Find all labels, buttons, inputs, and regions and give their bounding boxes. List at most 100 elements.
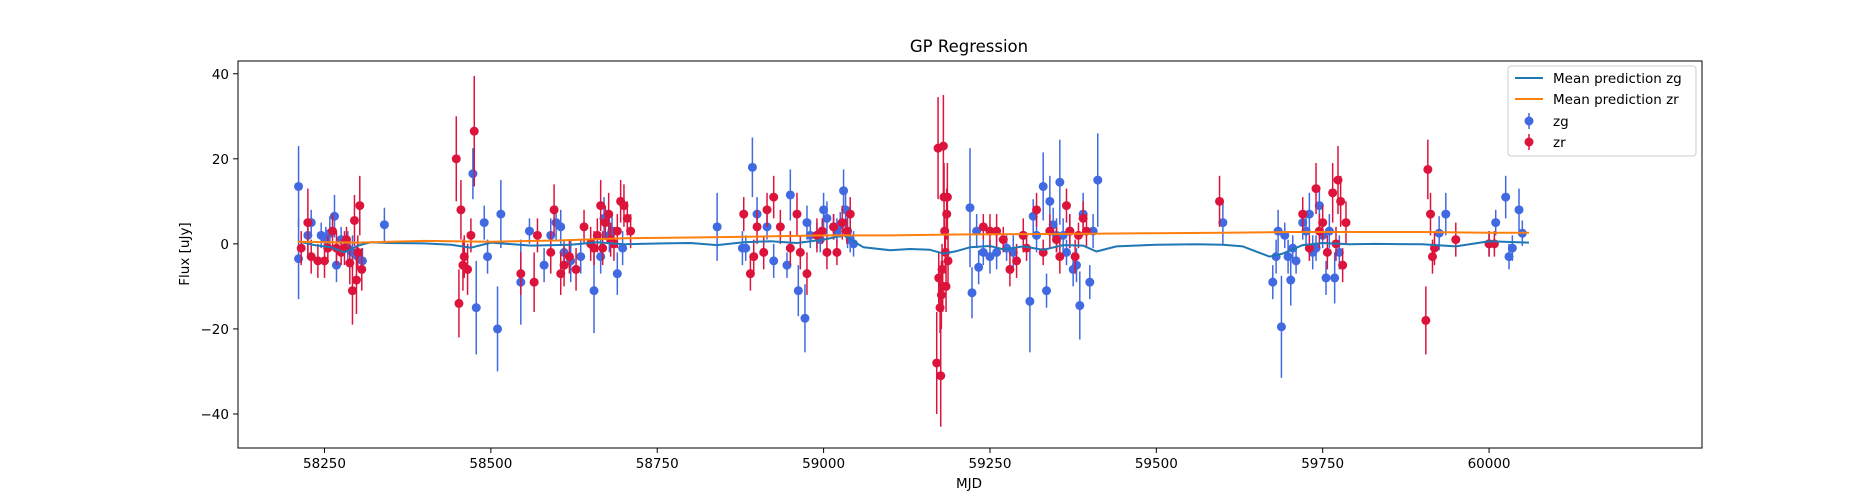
- zr-point: [1425, 209, 1435, 219]
- zg-point: [612, 269, 622, 279]
- zr-point: [357, 264, 367, 274]
- zr-point: [529, 277, 539, 287]
- x-tick-label: 59750: [1301, 456, 1344, 472]
- zr-point: [463, 264, 473, 274]
- zr-point: [571, 264, 581, 274]
- zg-point: [1276, 322, 1286, 332]
- zg-point: [1321, 273, 1331, 283]
- y-tick-label: 0: [220, 237, 229, 253]
- zr-point: [456, 205, 466, 215]
- legend-marker-zr: [1524, 137, 1534, 147]
- zg-point: [576, 252, 586, 262]
- chart-title: GP Regression: [910, 37, 1028, 56]
- zg-point: [1025, 296, 1035, 306]
- zg-point: [1291, 256, 1301, 266]
- legend-frame: [1507, 65, 1697, 157]
- zg-point: [802, 218, 812, 228]
- zr-point: [842, 226, 852, 236]
- zr-point: [466, 230, 476, 240]
- zg-point: [822, 213, 832, 223]
- zr-point: [600, 218, 610, 228]
- zr-point: [802, 269, 812, 279]
- zr-point: [941, 281, 951, 291]
- zg-point: [1334, 247, 1344, 257]
- zr-point: [1073, 230, 1083, 240]
- zr-point: [454, 298, 464, 308]
- legend-label-zg: zg: [1553, 114, 1569, 130]
- zr-point: [313, 256, 323, 266]
- zg-point: [329, 211, 339, 221]
- zr-point: [749, 252, 759, 262]
- zr-point: [1032, 205, 1042, 215]
- zr-point: [327, 226, 337, 236]
- x-tick-label: 60000: [1468, 456, 1511, 472]
- zr-point: [353, 247, 363, 257]
- y-tick-label: 20: [212, 152, 229, 168]
- zg-point: [1311, 243, 1321, 253]
- zr-point: [1328, 188, 1338, 198]
- zg-point: [974, 262, 984, 272]
- zr-point: [1427, 252, 1437, 262]
- zr-point: [822, 247, 832, 257]
- x-tick-label: 58250: [303, 456, 346, 472]
- zr-point: [598, 243, 608, 253]
- x-tick-label: 58500: [469, 456, 512, 472]
- series-zr: [296, 75, 1499, 427]
- legend-label-mean-zg: Mean prediction zg: [1553, 71, 1682, 87]
- zr-point: [604, 209, 614, 219]
- zg-point: [978, 247, 988, 257]
- zr-point: [1055, 252, 1065, 262]
- zg-point: [1273, 226, 1283, 236]
- zr-point: [619, 201, 629, 211]
- zr-point: [459, 252, 469, 262]
- zr-point: [1078, 213, 1088, 223]
- y-tick-label: −20: [201, 322, 230, 338]
- zr-point: [759, 247, 769, 257]
- zg-point: [539, 260, 549, 270]
- zr-point: [1451, 235, 1461, 245]
- zr-point: [349, 215, 359, 225]
- zr-point: [752, 222, 762, 232]
- zr-point: [622, 213, 632, 223]
- zg-point: [782, 260, 792, 270]
- zr-point: [296, 243, 306, 253]
- x-tick-label: 59250: [968, 456, 1011, 472]
- zr-point: [943, 256, 953, 266]
- zg-point: [819, 205, 829, 215]
- zr-point: [998, 235, 1008, 245]
- zr-point: [832, 247, 842, 257]
- zg-point: [618, 243, 628, 253]
- zg-point: [479, 218, 489, 228]
- legend-label-mean-zr: Mean prediction zr: [1553, 92, 1679, 108]
- zr-point: [795, 247, 805, 257]
- zg-point: [1055, 177, 1065, 187]
- zg-point: [1441, 209, 1451, 219]
- zg-point: [793, 286, 803, 296]
- zr-point: [938, 141, 948, 151]
- zr-point: [626, 226, 636, 236]
- zg-point: [1093, 175, 1103, 185]
- zr-point: [347, 286, 357, 296]
- zg-point: [1501, 192, 1511, 202]
- zg-point: [379, 220, 389, 230]
- zr-point: [1012, 256, 1022, 266]
- zg-point: [483, 252, 493, 262]
- zr-point: [532, 230, 542, 240]
- mean-prediction-zg-line: [297, 234, 1530, 258]
- zr-point: [1311, 184, 1321, 194]
- zr-point: [469, 126, 479, 136]
- zg-point: [471, 303, 481, 313]
- y-tick-label: −40: [201, 407, 230, 423]
- zg-point: [1286, 275, 1296, 285]
- zg-point: [1085, 277, 1095, 287]
- zr-point: [739, 209, 749, 219]
- zr-point: [303, 218, 313, 228]
- zg-point: [769, 256, 779, 266]
- zr-point: [451, 154, 461, 164]
- zr-point: [1318, 218, 1328, 228]
- zg-point: [496, 209, 506, 219]
- zr-point: [845, 209, 855, 219]
- zg-point: [800, 313, 810, 323]
- zr-point: [1423, 164, 1433, 174]
